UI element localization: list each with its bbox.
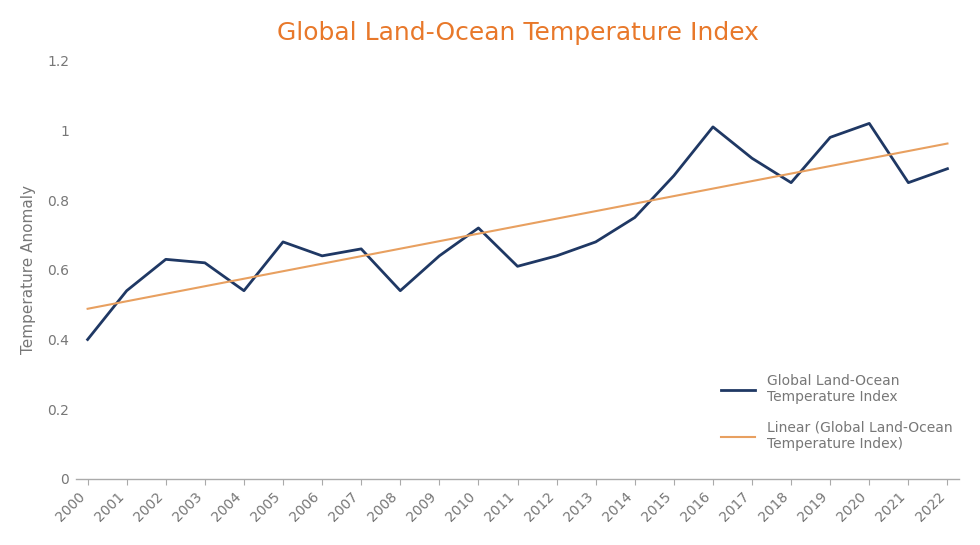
Global Land-Ocean
Temperature Index [785,179,797,186]
Linear (Global Land-Ocean
Temperature Index) [394,245,406,252]
Global Land-Ocean
Temperature Index [277,239,289,245]
Linear (Global Land-Ocean
Temperature Index) [903,148,914,154]
Linear (Global Land-Ocean
Temperature Index) [707,185,718,192]
Linear (Global Land-Ocean
Temperature Index) [590,208,602,214]
Linear (Global Land-Ocean
Temperature Index) [629,201,641,207]
Y-axis label: Temperature Anomaly: Temperature Anomaly [21,185,36,354]
Linear (Global Land-Ocean
Temperature Index) [472,231,484,237]
Global Land-Ocean
Temperature Index [903,179,914,186]
Global Land-Ocean
Temperature Index [121,287,132,294]
Linear (Global Land-Ocean
Temperature Index) [238,275,250,282]
Linear (Global Land-Ocean
Temperature Index) [356,253,368,259]
Global Land-Ocean
Temperature Index [199,259,211,266]
Linear (Global Land-Ocean
Temperature Index) [824,163,836,169]
Global Land-Ocean
Temperature Index [863,120,875,126]
Line: Global Land-Ocean
Temperature Index: Global Land-Ocean Temperature Index [87,123,948,340]
Global Land-Ocean
Temperature Index [160,256,172,263]
Global Land-Ocean
Temperature Index [238,287,250,294]
Title: Global Land-Ocean Temperature Index: Global Land-Ocean Temperature Index [276,21,759,45]
Global Land-Ocean
Temperature Index [746,155,758,161]
Linear (Global Land-Ocean
Temperature Index) [785,170,797,177]
Linear (Global Land-Ocean
Temperature Index) [121,298,132,305]
Linear (Global Land-Ocean
Temperature Index) [317,261,328,267]
Global Land-Ocean
Temperature Index [629,214,641,221]
Global Land-Ocean
Temperature Index [590,239,602,245]
Linear (Global Land-Ocean
Temperature Index) [863,155,875,162]
Line: Linear (Global Land-Ocean
Temperature Index): Linear (Global Land-Ocean Temperature In… [87,143,948,309]
Linear (Global Land-Ocean
Temperature Index) [199,283,211,289]
Linear (Global Land-Ocean
Temperature Index) [942,140,954,147]
Global Land-Ocean
Temperature Index [317,252,328,259]
Legend: Global Land-Ocean
Temperature Index, Linear (Global Land-Ocean
Temperature Index: Global Land-Ocean Temperature Index, Lin… [720,374,953,451]
Linear (Global Land-Ocean
Temperature Index) [512,223,523,229]
Linear (Global Land-Ocean
Temperature Index) [160,290,172,297]
Global Land-Ocean
Temperature Index [81,336,93,343]
Global Land-Ocean
Temperature Index [707,124,718,130]
Linear (Global Land-Ocean
Temperature Index) [668,193,680,199]
Linear (Global Land-Ocean
Temperature Index) [433,238,445,245]
Global Land-Ocean
Temperature Index [356,246,368,252]
Global Land-Ocean
Temperature Index [394,287,406,294]
Global Land-Ocean
Temperature Index [942,166,954,172]
Linear (Global Land-Ocean
Temperature Index) [746,178,758,184]
Global Land-Ocean
Temperature Index [668,172,680,179]
Global Land-Ocean
Temperature Index [472,225,484,231]
Global Land-Ocean
Temperature Index [512,263,523,270]
Linear (Global Land-Ocean
Temperature Index) [81,306,93,312]
Linear (Global Land-Ocean
Temperature Index) [551,215,563,222]
Global Land-Ocean
Temperature Index [551,252,563,259]
Linear (Global Land-Ocean
Temperature Index) [277,268,289,275]
Global Land-Ocean
Temperature Index [433,252,445,259]
Global Land-Ocean
Temperature Index [824,134,836,141]
